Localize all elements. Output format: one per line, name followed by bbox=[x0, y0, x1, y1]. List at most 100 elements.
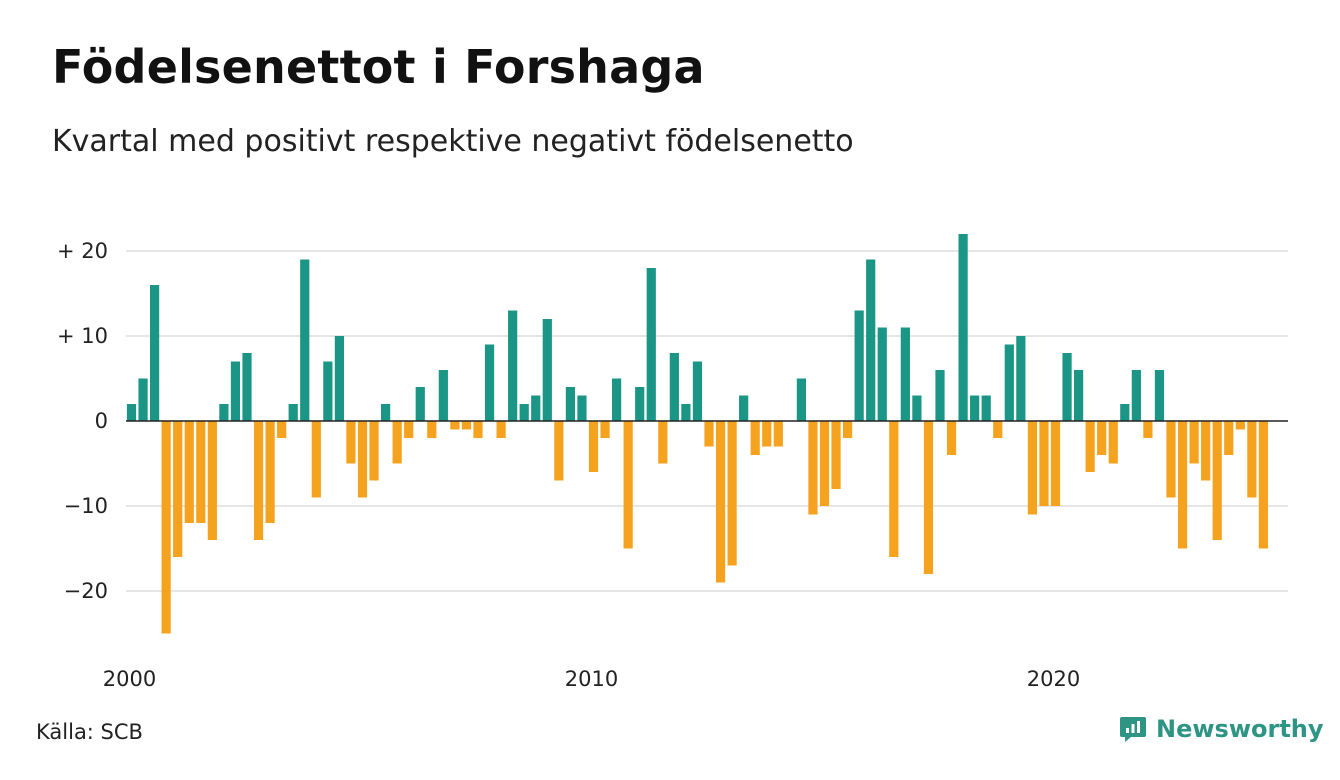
bar bbox=[1062, 353, 1072, 421]
y-tick-label: + 20 bbox=[57, 239, 108, 263]
bar bbox=[762, 421, 772, 447]
bar bbox=[658, 421, 668, 464]
bar bbox=[161, 421, 171, 634]
bar bbox=[1050, 421, 1061, 506]
y-tick-label: −20 bbox=[64, 579, 108, 603]
bar bbox=[253, 421, 264, 540]
bar bbox=[958, 234, 968, 421]
bar bbox=[1004, 344, 1014, 421]
bar bbox=[1131, 370, 1141, 421]
bar bbox=[646, 268, 656, 421]
y-tick-label: 0 bbox=[95, 409, 108, 433]
bar bbox=[819, 421, 830, 506]
bar bbox=[554, 421, 564, 481]
source-note: Källa: SCB bbox=[36, 720, 143, 744]
bar bbox=[1108, 421, 1118, 464]
x-tick-label: 2010 bbox=[565, 667, 618, 691]
bar bbox=[323, 361, 333, 421]
bar bbox=[207, 421, 217, 540]
bar bbox=[542, 319, 552, 421]
bar bbox=[889, 421, 899, 557]
bar bbox=[877, 327, 887, 421]
bar bbox=[1027, 421, 1037, 515]
bar bbox=[1085, 421, 1095, 472]
bar bbox=[1201, 421, 1211, 481]
bar bbox=[427, 421, 437, 438]
bar bbox=[843, 421, 853, 438]
bar bbox=[612, 378, 622, 421]
bar-chart: + 20 + 10 0 −10 −20 2000 2010 2020 bbox=[57, 234, 1288, 691]
bar bbox=[993, 421, 1003, 438]
bar bbox=[715, 421, 726, 583]
bar bbox=[369, 421, 379, 481]
bar bbox=[415, 387, 425, 421]
bar bbox=[531, 395, 541, 421]
bar bbox=[357, 421, 368, 498]
bar bbox=[1212, 421, 1222, 540]
bar bbox=[900, 327, 910, 421]
bar bbox=[854, 310, 864, 421]
bar bbox=[600, 421, 610, 438]
brand-name: Newsworthy bbox=[1156, 715, 1324, 743]
bar bbox=[935, 370, 945, 421]
bar bbox=[184, 421, 194, 523]
bar bbox=[1177, 421, 1188, 549]
x-tick-label: 2020 bbox=[1027, 667, 1080, 691]
bar bbox=[311, 421, 321, 498]
bar bbox=[750, 421, 760, 455]
bar bbox=[404, 421, 414, 438]
newsworthy-logo-icon bbox=[1120, 717, 1146, 742]
brand-logo: Newsworthy bbox=[1118, 714, 1324, 744]
bar bbox=[923, 421, 934, 574]
bar bbox=[623, 421, 633, 549]
y-tick-label: −10 bbox=[64, 494, 108, 518]
bar bbox=[739, 395, 749, 421]
bar bbox=[126, 404, 137, 421]
bar bbox=[519, 404, 529, 421]
bar bbox=[219, 404, 229, 421]
bar bbox=[681, 404, 691, 421]
gridlines bbox=[126, 250, 1288, 592]
bar bbox=[831, 421, 841, 489]
bar bbox=[484, 344, 495, 421]
x-axis-ticks: 2000 2010 2020 bbox=[103, 667, 1080, 691]
bar bbox=[392, 421, 402, 464]
bar bbox=[346, 421, 356, 464]
bar bbox=[1189, 421, 1199, 464]
bar bbox=[242, 353, 252, 421]
bar bbox=[1166, 421, 1176, 498]
chart-subtitle: Kvartal med positivt respektive negativt… bbox=[52, 124, 854, 159]
bar bbox=[1097, 421, 1107, 455]
bar bbox=[450, 421, 460, 430]
bar bbox=[300, 259, 310, 421]
bar bbox=[461, 421, 472, 430]
bar bbox=[288, 404, 298, 421]
bar bbox=[727, 421, 737, 566]
bar bbox=[438, 370, 448, 421]
bar bbox=[692, 361, 703, 421]
bar bbox=[1224, 421, 1234, 455]
bar bbox=[773, 421, 783, 447]
bar bbox=[173, 421, 183, 557]
bar bbox=[1235, 421, 1245, 430]
bar bbox=[1039, 421, 1049, 506]
bar bbox=[1247, 421, 1257, 498]
bar bbox=[981, 395, 991, 421]
bar bbox=[912, 395, 922, 421]
bar bbox=[808, 421, 818, 515]
bar bbox=[1258, 421, 1268, 549]
bar bbox=[473, 421, 483, 438]
bar bbox=[496, 421, 506, 438]
bar bbox=[866, 259, 876, 421]
bar bbox=[138, 378, 148, 421]
bar bbox=[230, 361, 241, 421]
bar bbox=[334, 336, 344, 421]
y-tick-label: + 10 bbox=[57, 324, 108, 348]
bar bbox=[704, 421, 714, 447]
bar bbox=[508, 310, 518, 421]
bar bbox=[669, 353, 679, 421]
bar bbox=[588, 421, 599, 472]
bar bbox=[265, 421, 275, 523]
bar bbox=[277, 421, 287, 438]
chart-title: Födelsenettot i Forshaga bbox=[52, 40, 705, 94]
